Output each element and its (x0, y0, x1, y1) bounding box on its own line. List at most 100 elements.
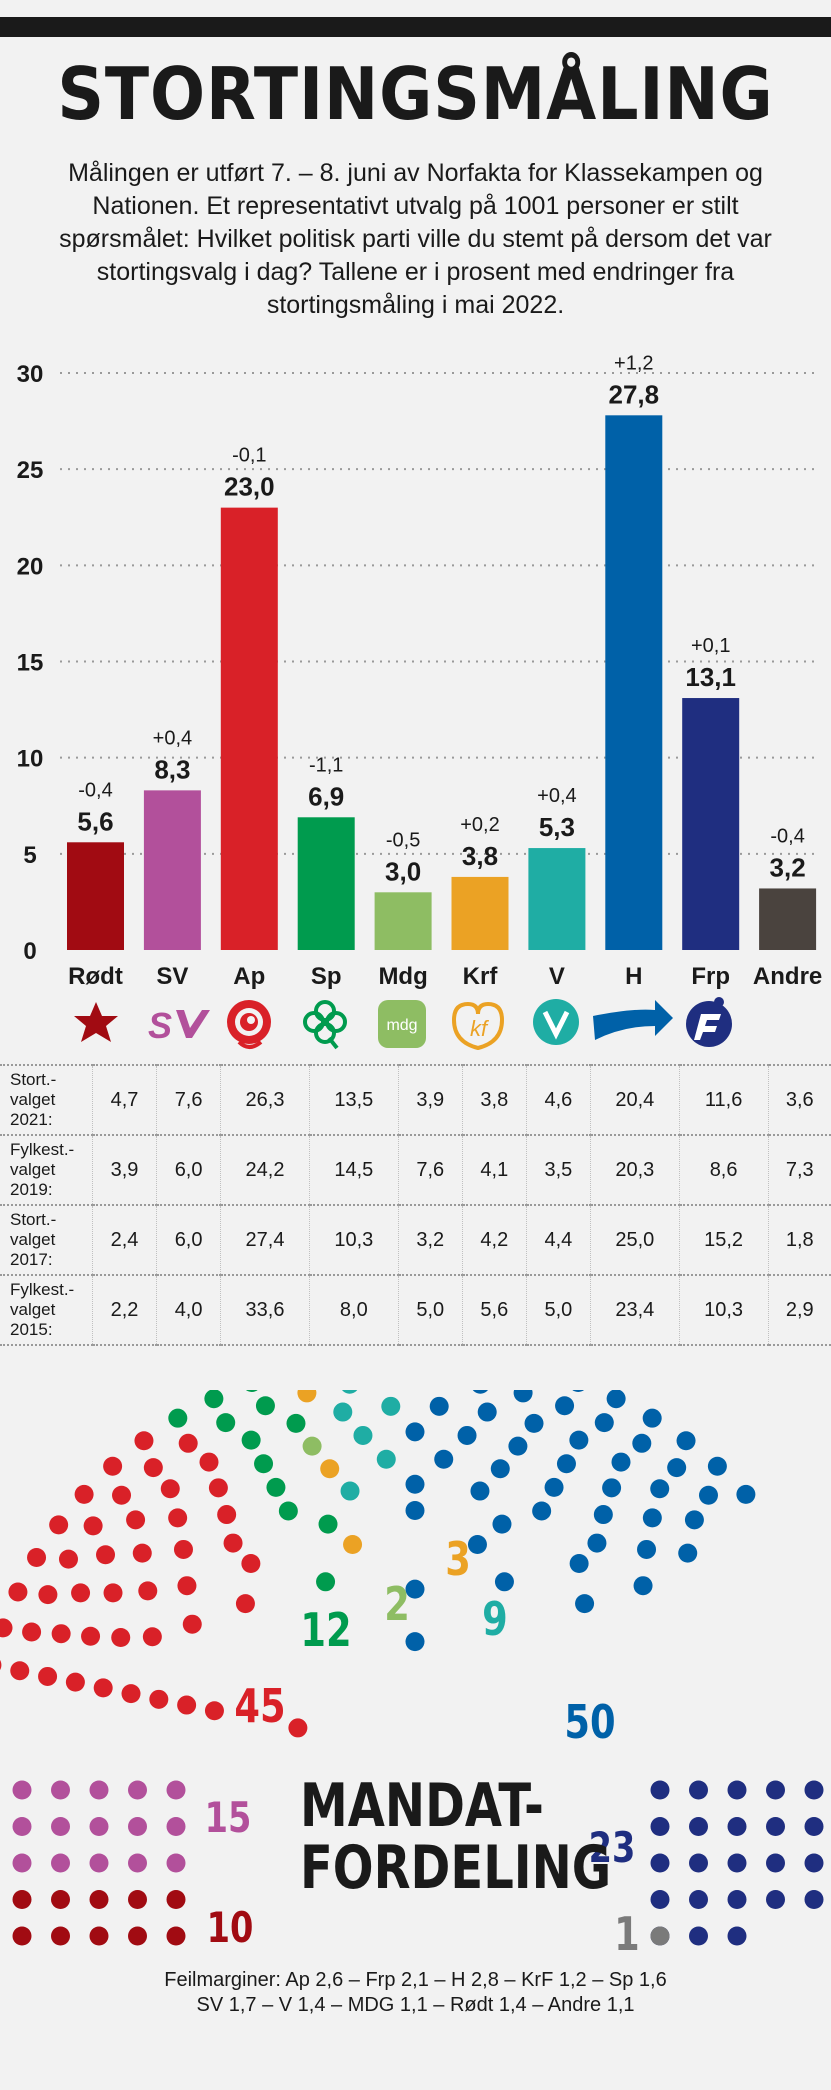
seat-dot-ap (93, 1678, 113, 1698)
table-cell: 1,8 (767, 1204, 831, 1275)
table-cell: 8,6 (678, 1134, 768, 1205)
seat-dot-frp (766, 1817, 785, 1836)
seat-dot-ap (241, 1554, 261, 1574)
seat-dot-sv (51, 1817, 70, 1836)
seat-dot-h (508, 1436, 528, 1456)
seat-dot-ap (288, 1718, 308, 1738)
bar-change-label: -0,1 (232, 445, 266, 467)
seat-dot-ap (208, 1478, 228, 1498)
table-cell: 5,0 (525, 1274, 591, 1346)
seat-dot-ap (217, 1505, 237, 1525)
y-tick-label: 25 (17, 457, 44, 484)
category-label: Rødt (68, 963, 123, 990)
seat-dot-ap (96, 1545, 116, 1565)
seat-dot-sv (128, 1853, 147, 1873)
seat-dot-rødt (128, 1926, 147, 1946)
mdg-logo-text: mdg (386, 1017, 417, 1034)
seat-dot-frp (727, 1817, 747, 1836)
bar-change-label: +0,1 (691, 635, 730, 657)
table-cell: 24,2 (220, 1134, 310, 1205)
row-label: Fylkest.- valget 2015: (0, 1274, 93, 1346)
seat-dot-andre (650, 1926, 670, 1946)
seat-dot-krf (320, 1459, 340, 1479)
seat-dot-rødt (89, 1926, 109, 1946)
bar-mdg (374, 892, 432, 950)
category-label: Ap (233, 963, 265, 990)
bar-ap (220, 507, 278, 950)
seat-dot-ap (81, 1626, 101, 1646)
seat-dot-sp (254, 1454, 274, 1474)
seat-dot-h (602, 1478, 622, 1498)
seat-dot-sp (204, 1390, 224, 1409)
svg-text:kf: kf (470, 1016, 490, 1041)
category-label: Sp (311, 963, 342, 990)
seat-dot-ap (173, 1539, 193, 1559)
seat-dot-sv (89, 1817, 109, 1836)
bar-value-label: 6,9 (308, 781, 344, 811)
seat-dot-h (684, 1510, 704, 1530)
table-cell: 15,2 (678, 1204, 768, 1275)
seat-count-label: 9 (482, 1592, 508, 1646)
category-label: V (549, 963, 565, 990)
seat-count-label: 1 (614, 1907, 640, 1961)
table-cell: 26,3 (220, 1064, 310, 1135)
seat-dot-v (376, 1449, 396, 1469)
top-rule (0, 17, 831, 37)
seat-dot-h (467, 1535, 487, 1555)
y-tick-label: 5 (23, 842, 36, 869)
bar-value-label: 8,3 (154, 754, 190, 784)
seat-dot-rødt (12, 1890, 32, 1909)
table-cell: 4,7 (91, 1064, 157, 1135)
seat-dot-ap (177, 1695, 197, 1715)
seat-dot-h (513, 1390, 533, 1403)
seat-dot-h (490, 1459, 510, 1479)
seat-count-label: 23 (589, 1823, 636, 1872)
seat-dot-sv (166, 1817, 186, 1836)
seat-dot-frp (804, 1780, 824, 1800)
bar-value-label: 5,6 (77, 806, 113, 836)
seat-dot-ap (38, 1585, 58, 1605)
table-cell: 5,6 (461, 1274, 527, 1346)
seat-count-label: 15 (205, 1793, 252, 1842)
row-label: Fylkest.- valget 2019: (0, 1134, 93, 1205)
row-label: Stort.- valget 2017: (0, 1204, 93, 1275)
seat-count-label: 10 (207, 1903, 254, 1952)
bar-andre (759, 888, 817, 950)
seat-dot-v (333, 1402, 353, 1422)
seat-dot-h (492, 1514, 512, 1534)
seat-dot-h (569, 1430, 589, 1450)
category-label: H (625, 963, 642, 990)
seat-dot-frp (689, 1853, 708, 1873)
table-cell: 20,3 (589, 1134, 680, 1205)
seat-dot-sp (241, 1430, 261, 1450)
margin-of-error-note: Feilmarginer: Ap 2,6 – Frp 2,1 – H 2,8 –… (60, 1968, 771, 2018)
seat-dot-h (642, 1508, 662, 1528)
seat-dot-h (594, 1413, 614, 1433)
seat-dot-krf (297, 1390, 317, 1403)
table-cell: 7,6 (156, 1064, 221, 1135)
y-tick-label: 0 (23, 938, 36, 965)
seat-dot-sp (216, 1413, 236, 1433)
seat-dot-ap (111, 1628, 131, 1648)
seat-dot-h (676, 1431, 696, 1451)
bar-krf (451, 876, 509, 950)
seat-title-line-2: FORDELING (300, 1833, 612, 1903)
seat-dot-sv (128, 1817, 147, 1836)
seat-dot-ap (65, 1672, 85, 1692)
table-cell: 3,9 (91, 1134, 157, 1205)
category-label: SV (156, 963, 188, 990)
seat-dot-ap (132, 1543, 152, 1563)
frp-logo-icon (686, 997, 732, 1047)
seat-dot-h (650, 1479, 670, 1499)
seat-dot-h (637, 1539, 657, 1559)
bar-change-label: +0,2 (460, 814, 499, 836)
seat-dot-ap (178, 1433, 198, 1453)
table-cell: 6,0 (156, 1204, 221, 1275)
table-cell: 2,4 (91, 1204, 157, 1275)
seat-dot-ap (0, 1618, 13, 1638)
seat-dot-ap (134, 1431, 154, 1451)
seat-dot-frp (804, 1890, 824, 1909)
seat-dot-ap (149, 1689, 169, 1709)
seat-dot-ap (235, 1594, 255, 1614)
